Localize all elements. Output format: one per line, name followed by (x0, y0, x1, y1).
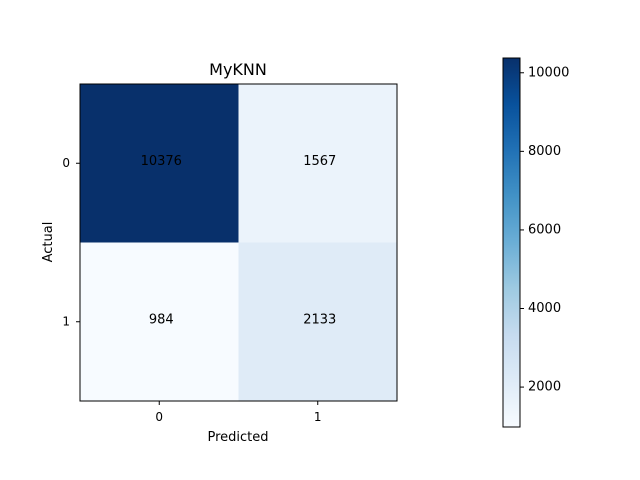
cell-label-r1-c0: 984 (149, 312, 174, 327)
colorbar-tick-label-1: 4000 (528, 301, 561, 316)
heatmap-cell-r0-c1 (238, 84, 398, 243)
x-tick-label-0: 0 (155, 410, 163, 424)
colorbar-tick-label-0: 2000 (528, 380, 561, 395)
plot-frame (79, 83, 398, 402)
colorbar-tick-label-3: 8000 (528, 144, 561, 159)
y-axis-ticks: 01 (62, 156, 80, 328)
y-tick-label-1: 1 (62, 314, 70, 328)
colorbar-tick-label-4: 10000 (528, 65, 569, 80)
heatmap-cell-r0-c0 (80, 84, 239, 243)
colorbar-tick-label-2: 6000 (528, 222, 561, 237)
x-axis-label: Predicted (207, 430, 268, 445)
cell-label-r0-c1: 1567 (303, 154, 336, 169)
y-axis-label: Actual (41, 222, 56, 263)
colorbar (502, 57, 521, 428)
y-tick-label-0: 0 (62, 156, 70, 170)
colorbar-ticks: 2000 4000 6000 8000 10000 (520, 65, 569, 395)
heatmap-cell-r1-c1 (238, 242, 398, 402)
heatmap-cells (80, 84, 398, 402)
cell-label-r0-c0: 10376 (141, 154, 182, 169)
cell-label-r1-c1: 2133 (303, 312, 336, 327)
chart-title: MyKNN (209, 60, 267, 79)
heatmap-cell-labels: 10376 1567 984 2133 (141, 154, 337, 328)
heatmap-cell-r1-c0 (80, 242, 239, 402)
x-tick-label-1: 1 (314, 410, 322, 424)
